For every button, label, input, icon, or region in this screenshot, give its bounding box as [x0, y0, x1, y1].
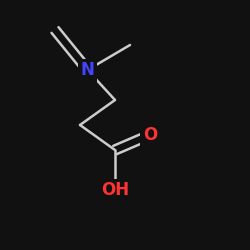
Text: O: O	[143, 126, 157, 144]
Text: OH: OH	[101, 181, 129, 199]
Text: N: N	[80, 61, 94, 79]
